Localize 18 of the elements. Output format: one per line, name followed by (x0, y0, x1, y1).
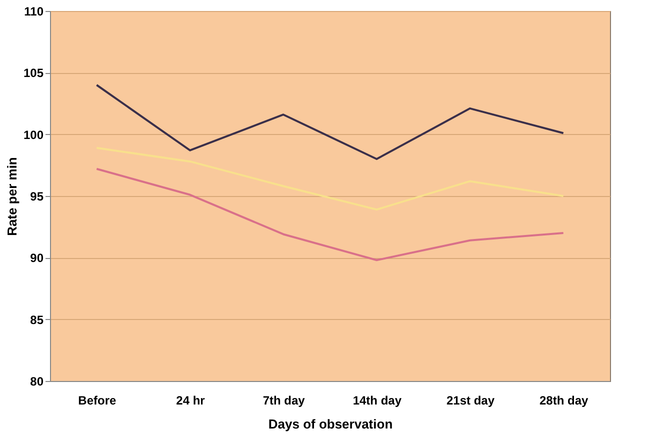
y-tick-label: 100 (23, 128, 44, 142)
line-series (96, 146, 564, 211)
x-tick-label: 7th day (262, 394, 306, 408)
y-tick-label: 110 (24, 4, 44, 18)
y-tick-label: 95 (30, 190, 44, 204)
y-tick-label: 80 (30, 374, 44, 388)
y-axis-title: Rate per min (4, 157, 20, 236)
x-axis-title: Days of observation (268, 416, 393, 432)
y-tick-label: 105 (23, 66, 44, 80)
line-series (96, 84, 564, 160)
x-tick-label: 28th day (539, 394, 588, 408)
x-tick-label: 21st day (446, 394, 495, 408)
x-tick-label: Before (78, 394, 116, 408)
line-series (96, 168, 564, 262)
x-tick-label: 14th day (352, 394, 402, 408)
x-tick-label: 24 hr (176, 394, 206, 408)
y-tick-label: 90 (30, 251, 44, 266)
y-tick-label: 85 (30, 312, 44, 327)
